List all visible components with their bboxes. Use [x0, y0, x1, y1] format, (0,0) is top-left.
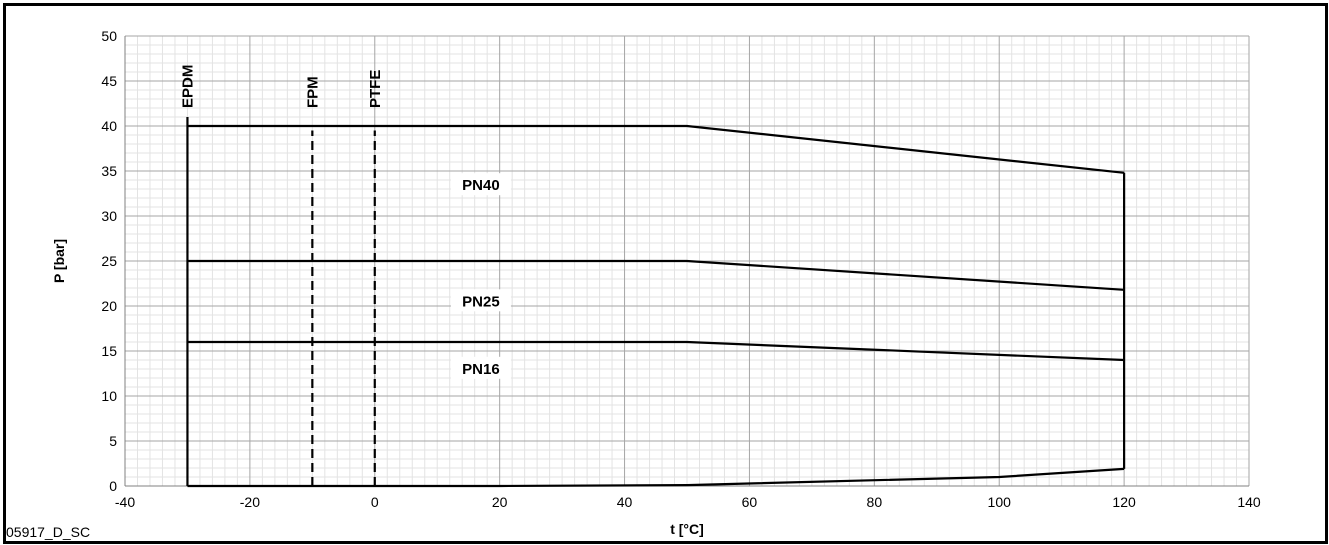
chart-frame — [3, 3, 1328, 544]
x-tick-label: 80 — [867, 494, 883, 510]
x-tick-label: 40 — [617, 494, 633, 510]
y-tick-label: 40 — [101, 118, 117, 134]
annotation-background — [450, 173, 511, 196]
series-annotation: PN16 — [462, 361, 500, 378]
series-line-pn25 — [187, 259, 1125, 291]
y-tick-label: 10 — [101, 388, 117, 404]
y-tick-label: 30 — [101, 208, 117, 224]
x-tick-label: 0 — [371, 494, 379, 510]
series-line-pn40 — [187, 124, 1125, 174]
y-axis-title: P [bar] — [51, 239, 67, 283]
series-line — [187, 467, 1125, 488]
y-tick-label: 25 — [101, 253, 117, 269]
x-tick-label: 100 — [988, 494, 1012, 510]
x-tick-label: 20 — [492, 494, 508, 510]
x-axis-title: t [°C] — [670, 521, 704, 537]
material-label: PTFE — [367, 70, 384, 108]
series-line-pn16 — [187, 340, 1125, 362]
x-tick-label: -40 — [115, 494, 135, 510]
series-annotation: PN40 — [462, 177, 500, 194]
series-annotation: PN25 — [462, 293, 500, 310]
y-tick-label: 50 — [101, 28, 117, 44]
x-tick-label: 60 — [742, 494, 758, 510]
y-tick-label: 20 — [101, 298, 117, 314]
y-tick-label: 35 — [101, 163, 117, 179]
material-label: EPDM — [179, 65, 196, 108]
material-label: FPM — [304, 76, 321, 108]
y-tick-label: 5 — [109, 433, 117, 449]
x-tick-label: 140 — [1237, 494, 1261, 510]
x-tick-label: -20 — [240, 494, 260, 510]
annotation-background — [450, 289, 511, 312]
y-tick-label: 45 — [101, 73, 117, 89]
annotation-background — [450, 356, 511, 379]
drawing-code: 05917_D_SC — [6, 524, 91, 540]
y-tick-label: 15 — [101, 343, 117, 359]
y-tick-label: 0 — [109, 478, 117, 494]
x-tick-label: 120 — [1112, 494, 1136, 510]
